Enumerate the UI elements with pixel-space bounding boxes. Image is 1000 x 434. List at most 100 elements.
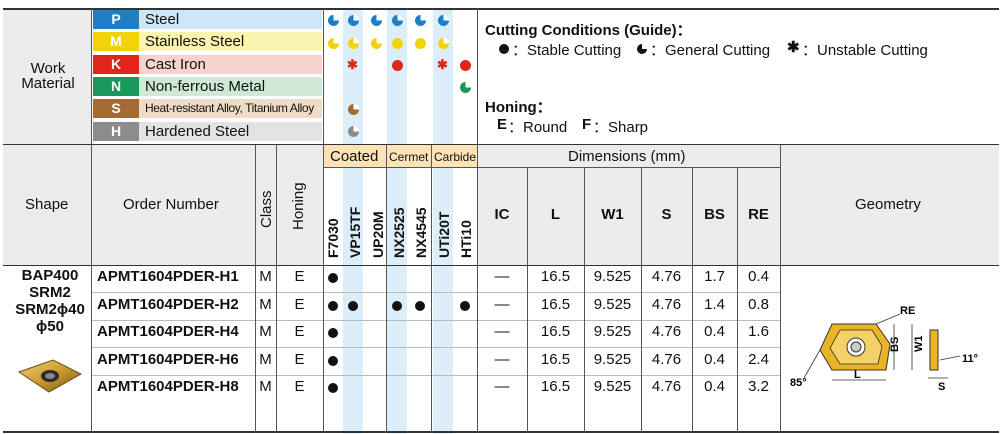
honing-value: E bbox=[294, 268, 305, 285]
stable-cutting-icon bbox=[328, 355, 338, 366]
body-rule bbox=[3, 265, 999, 266]
material-name-m: Stainless Steel bbox=[139, 32, 322, 52]
class-value: M bbox=[259, 268, 272, 285]
header-cermet: Cermet bbox=[389, 150, 429, 164]
dim-bs-value: 0.4 bbox=[704, 350, 725, 368]
vline-dim bbox=[737, 167, 738, 433]
order-number: APMT1604PDER-H1 bbox=[97, 268, 239, 285]
dim-bs-value: 0.4 bbox=[704, 378, 725, 395]
dim-ic-value: — bbox=[494, 268, 510, 285]
material-name-k: Cast Iron bbox=[139, 54, 322, 74]
row-divider bbox=[91, 292, 780, 293]
material-code-n: N bbox=[93, 76, 139, 96]
header-grade-nx2525: NX2525 bbox=[391, 207, 407, 258]
dim-bs-value: 0.4 bbox=[704, 323, 725, 340]
round-label: ：Round bbox=[508, 119, 568, 136]
header-rule bbox=[3, 144, 999, 145]
class-value: M bbox=[259, 295, 272, 313]
order-number: APMT1604PDER-H8 bbox=[97, 378, 239, 395]
header-grade-vp15tf: VP15TF bbox=[347, 206, 363, 258]
dim-re-value: 0.8 bbox=[748, 295, 769, 313]
grade-band-uti20t bbox=[433, 9, 453, 434]
insert-photo bbox=[17, 359, 83, 393]
honing-value: E bbox=[294, 323, 305, 340]
dim-ic-value: — bbox=[494, 323, 510, 340]
header-honing: Honing bbox=[290, 182, 307, 230]
dim-bs-value: 1.7 bbox=[704, 268, 725, 285]
vline-class bbox=[255, 145, 256, 433]
header-grade-hti10: HTi10 bbox=[458, 220, 474, 258]
general-cutting-icon bbox=[328, 38, 339, 49]
header-dim-s: S bbox=[661, 206, 672, 223]
bottom-rule bbox=[3, 431, 999, 433]
dim-w1-value: 9.525 bbox=[593, 323, 632, 340]
dim-s-value: 4.76 bbox=[651, 295, 682, 313]
header-grade-nx4545: NX4545 bbox=[413, 207, 429, 258]
stable-cutting-icon bbox=[328, 273, 338, 283]
dim-s-value: 4.76 bbox=[651, 378, 682, 395]
header-class: Class bbox=[258, 190, 275, 228]
honing-value: E bbox=[294, 295, 305, 313]
unstable-cutting-icon: ✱ bbox=[347, 57, 358, 72]
unstable-cutting-label: ：Unstable Cutting bbox=[802, 42, 928, 59]
unstable-cutting-icon: ✱ bbox=[787, 39, 800, 56]
general-cutting-icon bbox=[460, 82, 471, 93]
general-cutting-icon bbox=[415, 15, 426, 26]
work-material-label: Work Material bbox=[21, 60, 75, 92]
shape-label: BAP400 SRM2 SRM2ϕ40 ϕ50 bbox=[15, 267, 85, 335]
vline-1 bbox=[91, 9, 92, 433]
general-cutting-icon bbox=[371, 15, 382, 26]
subheader-rule bbox=[323, 167, 780, 168]
stable-cutting-icon bbox=[415, 300, 425, 311]
header-grade-f7030: F7030 bbox=[325, 218, 341, 258]
stable-cutting-icon bbox=[328, 328, 338, 338]
dim-ic-value: — bbox=[494, 295, 510, 313]
general-cutting-label: ：General Cutting bbox=[650, 42, 771, 59]
dim-w1-value: 9.525 bbox=[593, 350, 632, 368]
unstable-cutting-icon: ✱ bbox=[437, 57, 448, 72]
class-value: M bbox=[259, 323, 272, 340]
header-carbide: Carbide bbox=[434, 150, 477, 164]
dim-re-value: 0.4 bbox=[748, 268, 769, 285]
grade-group-header-bg bbox=[323, 145, 477, 167]
dim-ic-value: — bbox=[494, 350, 510, 368]
dim-s-value: 4.76 bbox=[651, 268, 682, 285]
vline-honing bbox=[276, 145, 277, 433]
general-cutting-icon bbox=[348, 38, 359, 49]
dim-s-value: 4.76 bbox=[651, 323, 682, 340]
class-value: M bbox=[259, 378, 272, 395]
stable-cutting-icon bbox=[328, 300, 338, 311]
dim-ic-value: — bbox=[494, 378, 510, 395]
dim-re-value: 3.2 bbox=[748, 378, 769, 395]
stable-cutting-icon bbox=[460, 60, 471, 71]
vline-carbide bbox=[431, 145, 432, 433]
vline-dim bbox=[692, 167, 693, 433]
row-divider bbox=[91, 319, 780, 321]
header-dim-bs: BS bbox=[704, 206, 725, 223]
grade-band-vp15tf bbox=[343, 9, 363, 434]
header-coated: Coated bbox=[330, 148, 379, 165]
stable-cutting-icon bbox=[392, 60, 403, 71]
general-cutting-icon bbox=[348, 104, 359, 115]
general-cutting-icon bbox=[371, 38, 382, 49]
geo-angle-85: 85° bbox=[790, 377, 807, 389]
stable-cutting-icon bbox=[392, 300, 402, 311]
row-divider bbox=[91, 347, 780, 348]
material-code-s: S bbox=[93, 99, 139, 119]
work-material-label-cell bbox=[3, 9, 91, 144]
header-dimensions: Dimensions (mm) bbox=[568, 148, 686, 165]
class-value: M bbox=[259, 350, 272, 368]
geometry-header-bg bbox=[781, 145, 999, 265]
geo-bs: BS bbox=[889, 337, 901, 352]
stable-cutting-icon bbox=[392, 38, 403, 49]
stable-cutting-icon bbox=[328, 383, 338, 393]
order-number: APMT1604PDER-H2 bbox=[97, 295, 239, 313]
general-cutting-icon bbox=[348, 15, 359, 26]
dim-l-value: 16.5 bbox=[540, 295, 571, 313]
dim-bs-value: 1.4 bbox=[704, 295, 725, 313]
header-dim-ic: IC bbox=[494, 206, 510, 223]
dim-l-value: 16.5 bbox=[540, 350, 571, 368]
header-dim-l: L bbox=[550, 206, 561, 223]
cutting-legend: ：Stable Cutting ：General Cutting ✱ ：Unst… bbox=[497, 39, 977, 59]
header-grade-up20m: UP20M bbox=[370, 211, 386, 258]
